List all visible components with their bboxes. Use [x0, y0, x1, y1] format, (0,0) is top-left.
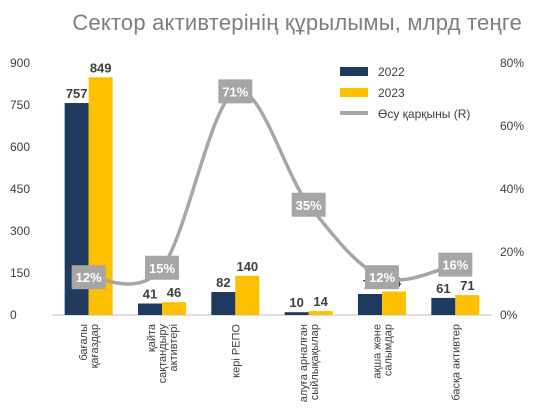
x-category-label: бағалы	[78, 324, 90, 361]
growth-point-label: 35%	[296, 198, 322, 213]
bar-2023	[162, 302, 186, 315]
y-left-tick-label: 0	[10, 308, 17, 322]
y-right-tick-label: 20%	[500, 245, 524, 259]
x-category-label: сақтандыру	[157, 324, 169, 384]
growth-point-badge	[71, 265, 106, 290]
y-right-tick-label: 0%	[500, 308, 518, 322]
bar-value-label: 46	[167, 285, 181, 300]
bar-value-label: 41	[143, 287, 157, 302]
growth-point-label: 15%	[149, 261, 175, 276]
bar-value-label: 757	[66, 86, 88, 101]
growth-point-badge	[438, 252, 473, 277]
x-category-label: алуға арналған	[298, 324, 310, 402]
y-left-tick-label: 900	[10, 56, 30, 70]
y-left-tick-label: 300	[10, 224, 30, 238]
bar-value-label: 10	[289, 295, 303, 310]
bar-2022	[138, 303, 162, 315]
x-category-label: сыйлықақылар	[309, 324, 321, 400]
y-right-tick-label: 40%	[500, 182, 524, 196]
growth-point-label: 71%	[222, 84, 248, 99]
bar-value-label: 71	[460, 278, 474, 293]
legend-label: 2023	[378, 86, 405, 100]
bar-value-label: 14	[313, 294, 328, 309]
bar-2022	[284, 312, 309, 315]
legend-swatch-2022	[340, 67, 368, 76]
x-category-label: активтері	[168, 324, 180, 371]
legend-label: 2022	[378, 65, 405, 79]
x-category-label: салымдар	[383, 324, 395, 376]
bar-2023	[235, 275, 260, 315]
chart-title: Сектор активтерінің құрылымы, млрд теңге	[72, 10, 522, 35]
bar-2023	[455, 295, 480, 315]
y-right-tick-label: 60%	[500, 119, 524, 133]
growth-point-badge	[145, 255, 179, 280]
growth-point-badge	[291, 192, 326, 217]
growth-point-label: 12%	[76, 270, 102, 285]
bar-value-label: 140	[236, 259, 258, 274]
bar-value-label: 82	[216, 275, 230, 290]
bar-2022	[358, 294, 382, 315]
growth-point-badge	[218, 79, 253, 104]
y-right-tick-label: 80%	[500, 56, 524, 70]
y-left-tick-label: 450	[10, 182, 30, 196]
bar-value-label: 849	[90, 60, 112, 75]
bar-2022	[431, 297, 456, 315]
x-category-label: қайта	[146, 323, 158, 352]
bar-2023	[382, 291, 406, 315]
x-category-label: басқа активтер	[450, 324, 462, 401]
growth-point-badge	[365, 265, 399, 290]
y-left-tick-label: 750	[10, 98, 30, 112]
y-left-tick-label: 150	[10, 266, 30, 280]
growth-point-label: 16%	[442, 258, 468, 273]
legend-label: Өсу қарқыны (R)	[378, 107, 470, 121]
legend-swatch-2023	[340, 88, 368, 97]
y-left-tick-label: 600	[10, 140, 30, 154]
x-category-label: ақша және	[372, 324, 384, 379]
growth-point-label: 12%	[369, 270, 395, 285]
bar-value-label: 61	[436, 281, 450, 296]
x-category-label: кері РЕПО	[230, 324, 242, 378]
bar-2023	[308, 311, 333, 315]
x-category-label: қағаздар	[89, 324, 101, 368]
bar-2022	[211, 292, 236, 315]
